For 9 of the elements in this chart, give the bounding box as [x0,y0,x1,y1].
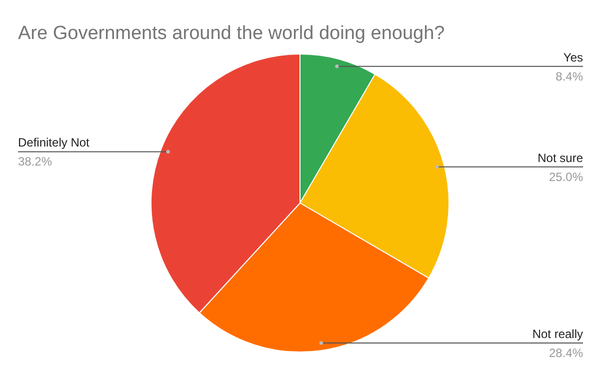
slice-label: Definitely Not [18,136,90,150]
slice-label: Yes [563,50,583,64]
chart-title: Are Governments around the world doing enough? [18,23,445,44]
data-label: 38.2% [18,154,52,169]
data-label: 8.4% [556,69,584,84]
slice-label: Not sure [538,150,584,165]
data-label: 25.0% [548,170,584,184]
data-label: 28.4% [548,346,584,360]
slice-label: Not really [532,326,583,341]
